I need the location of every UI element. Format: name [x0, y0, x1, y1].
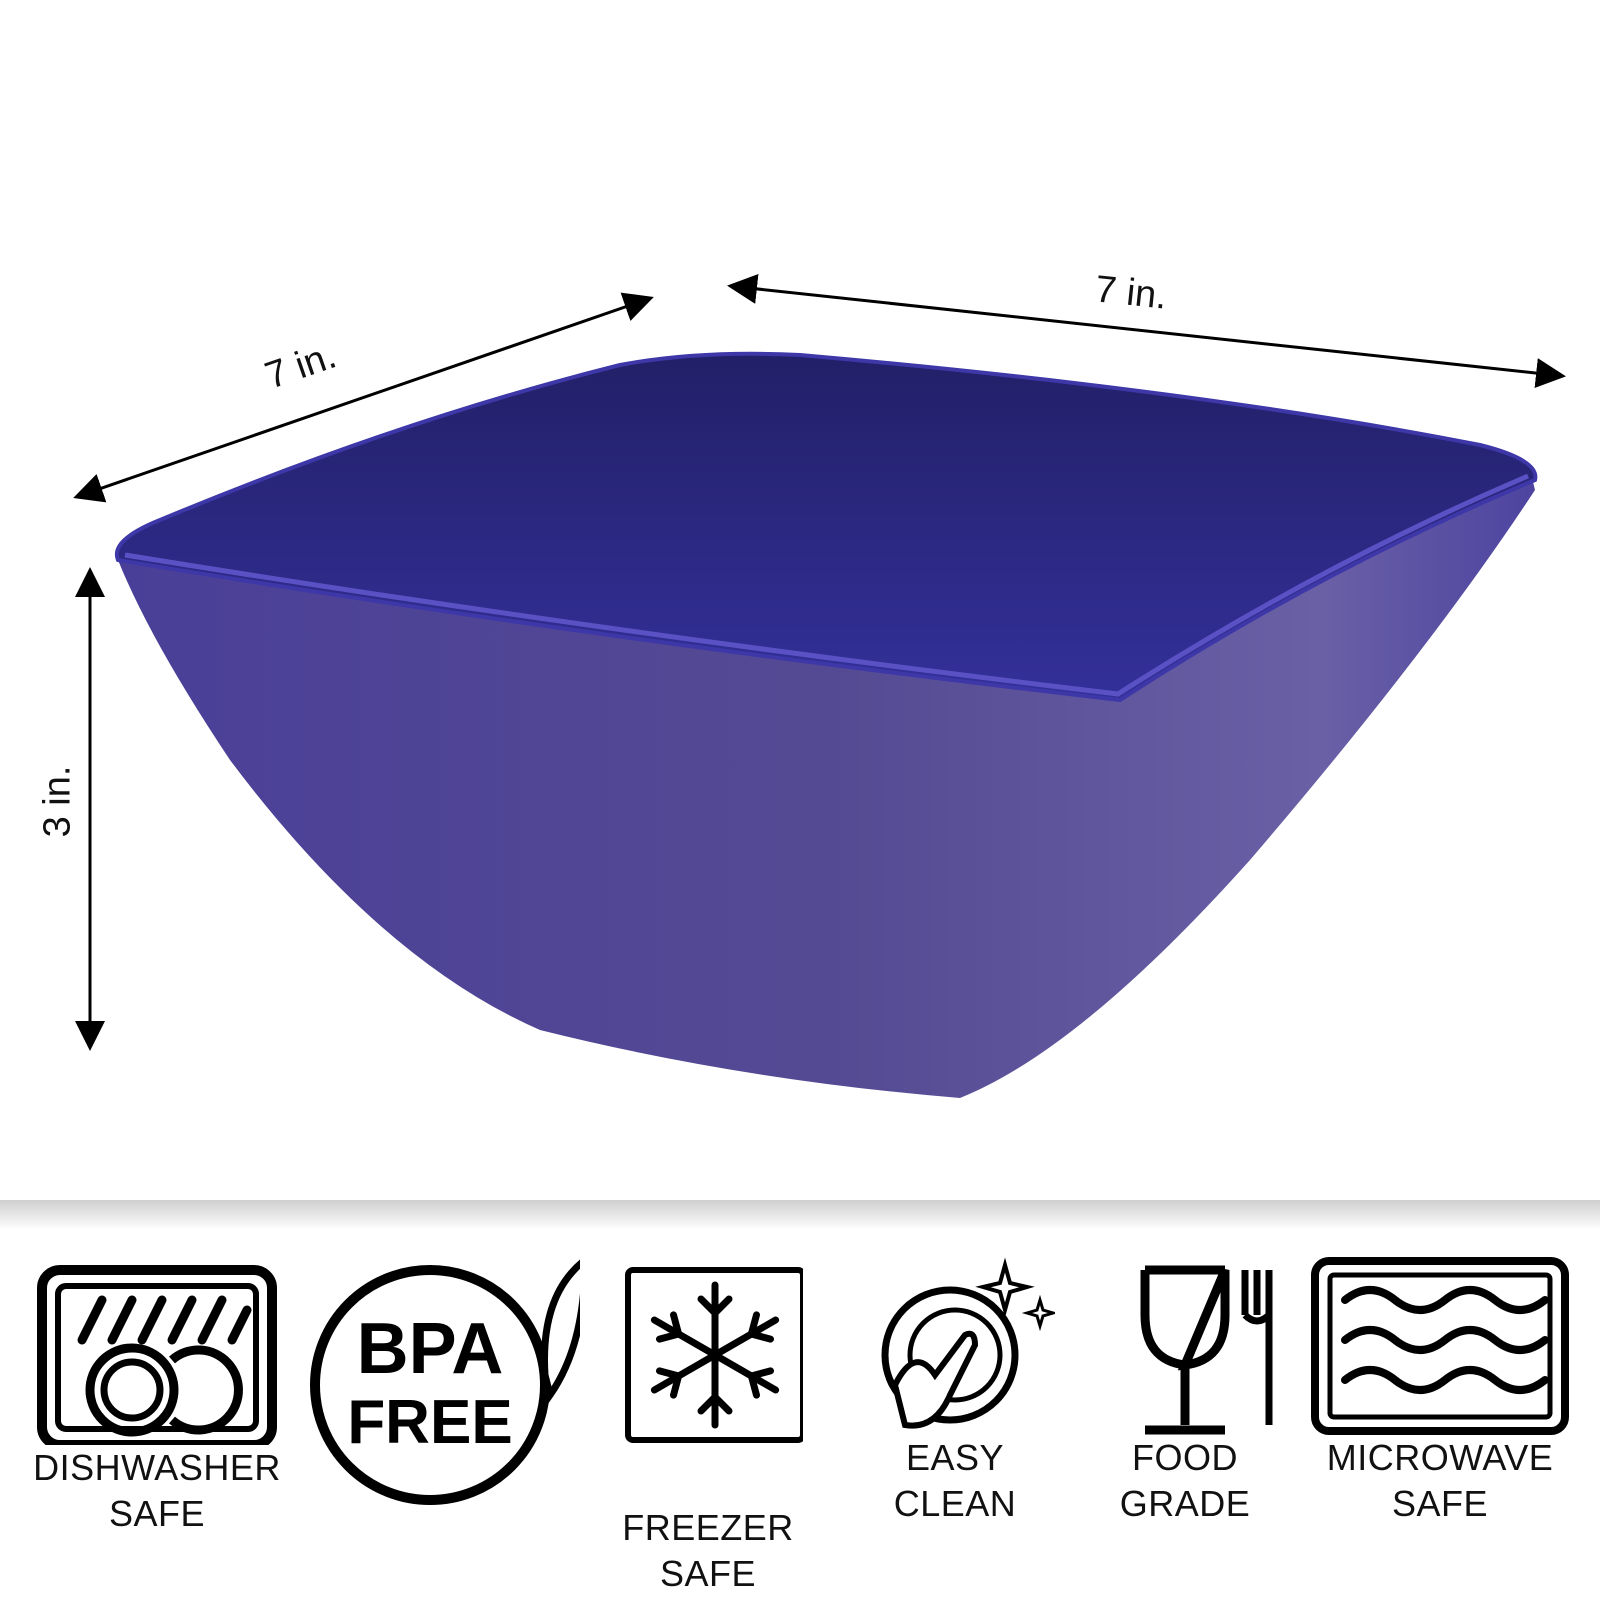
feature-label-line2: SAFE	[1391, 1483, 1489, 1524]
feature-microwave-safe: MICROWAVE SAFE	[1305, 1255, 1575, 1527]
feature-label-line2: CLEAN	[893, 1483, 1017, 1524]
microwave-icon	[1311, 1257, 1569, 1435]
depth-arrow	[73, 292, 654, 503]
feature-dishwasher-safe: DISHWASHER SAFE	[27, 1255, 287, 1537]
svg-text:BPA: BPA	[357, 1309, 504, 1389]
height-label: 3 in.	[36, 765, 79, 838]
feature-label-line1: FREEZER	[622, 1507, 794, 1548]
dishwasher-icon	[37, 1265, 277, 1445]
feature-label-line1: MICROWAVE	[1326, 1437, 1554, 1478]
bpa-free-icon: BPA FREE	[310, 1259, 580, 1505]
snowflake-icon	[625, 1267, 803, 1443]
divider	[0, 1200, 1600, 1230]
bowl-illustration	[73, 273, 1566, 1098]
easy-clean-icon	[881, 1257, 1055, 1429]
svg-text:FREE: FREE	[347, 1388, 512, 1457]
feature-label-line2: SAFE	[108, 1493, 206, 1534]
width-arrow	[727, 273, 1566, 389]
feature-label-line1: FOOD	[1132, 1437, 1238, 1478]
food-grade-icon	[1140, 1265, 1273, 1435]
feature-label-line2: SAFE	[659, 1553, 757, 1594]
feature-easy-clean: EASY CLEAN	[825, 1255, 1085, 1527]
feature-label-line2: GRADE	[1119, 1483, 1251, 1524]
feature-label-line1: DISHWASHER	[33, 1447, 281, 1488]
feature-freezer-safe: FREEZER SAFE	[578, 1255, 838, 1597]
feature-label-line1: EASY	[905, 1437, 1005, 1478]
bowl-body	[118, 470, 1535, 1098]
width-label: 7 in.	[1093, 268, 1169, 318]
feature-bpa-free: BPA FREE	[300, 1255, 580, 1515]
feature-food-grade: FOOD GRADE	[1055, 1265, 1315, 1527]
